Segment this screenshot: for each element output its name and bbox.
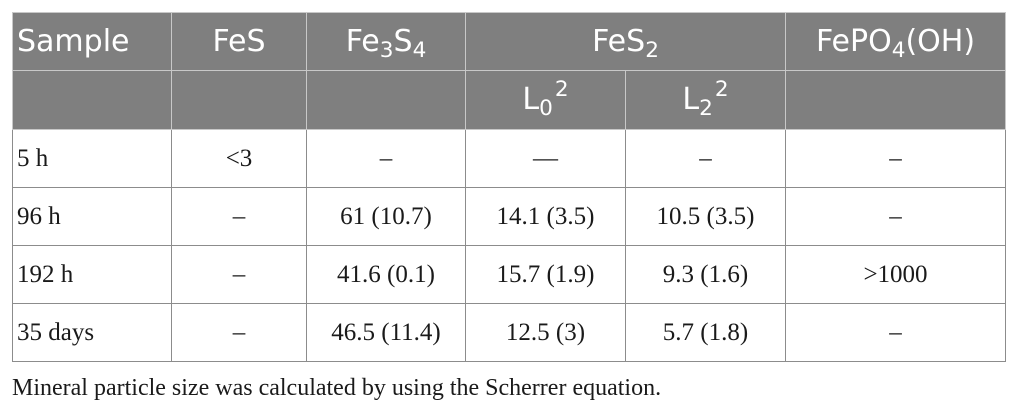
- cell-fes: –: [171, 187, 307, 246]
- header-empty-fes: [171, 70, 307, 130]
- cell-fepo4oh: –: [785, 303, 1006, 362]
- table-row: 96 h – 61 (10.7) 14.1 (3.5) 10.5 (3.5) –: [12, 187, 1006, 246]
- cell-fes: –: [171, 303, 307, 362]
- cell-fe3s4: –: [306, 129, 466, 188]
- table-footnote: Mineral particle size was calculated by …: [12, 375, 662, 401]
- header-fe3s4-sub1: 3: [379, 37, 394, 63]
- cell-fe3s4: 46.5 (11.4): [306, 303, 466, 362]
- cell-l2: 5.7 (1.8): [625, 303, 786, 362]
- header-sample: Sample: [12, 12, 172, 71]
- cell-l0: —: [465, 129, 626, 188]
- cell-fepo4oh: –: [785, 129, 1006, 188]
- cell-fes: <3: [171, 129, 307, 188]
- header-l2: L22: [625, 70, 786, 130]
- header-empty-fepo4oh: [785, 70, 1006, 130]
- header-fe3s4-base: Fe: [345, 23, 380, 59]
- cell-sample: 96 h: [12, 187, 172, 246]
- header-l2-sup: 2: [714, 76, 729, 102]
- cell-fe3s4: 61 (10.7): [306, 187, 466, 246]
- header-empty-sample: [12, 70, 172, 130]
- header-row-2: L02 L22: [12, 70, 1006, 130]
- header-fes: FeS: [171, 12, 307, 71]
- header-fes2: FeS2: [465, 12, 786, 71]
- header-l0-sup: 2: [554, 76, 569, 102]
- header-fes2-base: FeS: [592, 23, 646, 59]
- header-l0-base: L: [522, 82, 540, 117]
- cell-l2: –: [625, 129, 786, 188]
- header-fepo4oh-base: FePO: [815, 23, 892, 59]
- cell-fe3s4: 41.6 (0.1): [306, 245, 466, 304]
- header-fe3s4-sub2: 4: [412, 37, 427, 63]
- cell-l0: 12.5 (3): [465, 303, 626, 362]
- header-fes2-sub: 2: [645, 37, 659, 63]
- cell-l2: 10.5 (3.5): [625, 187, 786, 246]
- cell-sample: 192 h: [12, 245, 172, 304]
- particle-size-table: Sample FeS Fe3S4 FeS2 FePO4(OH) L02 L22 …: [12, 12, 1006, 362]
- cell-fes: –: [171, 245, 307, 304]
- header-fepo4oh: FePO4(OH): [785, 12, 1006, 71]
- table-row: 192 h – 41.6 (0.1) 15.7 (1.9) 9.3 (1.6) …: [12, 245, 1006, 304]
- cell-fepo4oh: –: [785, 187, 1006, 246]
- header-fe3s4: Fe3S4: [306, 12, 466, 71]
- header-l2-base: L: [682, 82, 700, 117]
- header-l0-sub: 0: [539, 96, 553, 122]
- cell-l0: 15.7 (1.9): [465, 245, 626, 304]
- header-l2-sub: 2: [699, 96, 713, 122]
- header-fepo4oh-tail: (OH): [905, 23, 976, 59]
- header-fepo4oh-sub: 4: [891, 37, 906, 63]
- cell-l2: 9.3 (1.6): [625, 245, 786, 304]
- header-row-1: Sample FeS Fe3S4 FeS2 FePO4(OH): [12, 12, 1006, 71]
- table-row: 5 h <3 – — – –: [12, 129, 1006, 188]
- cell-l0: 14.1 (3.5): [465, 187, 626, 246]
- cell-sample: 35 days: [12, 303, 172, 362]
- cell-fepo4oh: >1000: [785, 245, 1006, 304]
- table-row: 35 days – 46.5 (11.4) 12.5 (3) 5.7 (1.8)…: [12, 303, 1006, 362]
- cell-sample: 5 h: [12, 129, 172, 188]
- header-fe3s4-mid: S: [393, 23, 413, 59]
- header-l0: L02: [465, 70, 626, 130]
- header-empty-fe3s4: [306, 70, 466, 130]
